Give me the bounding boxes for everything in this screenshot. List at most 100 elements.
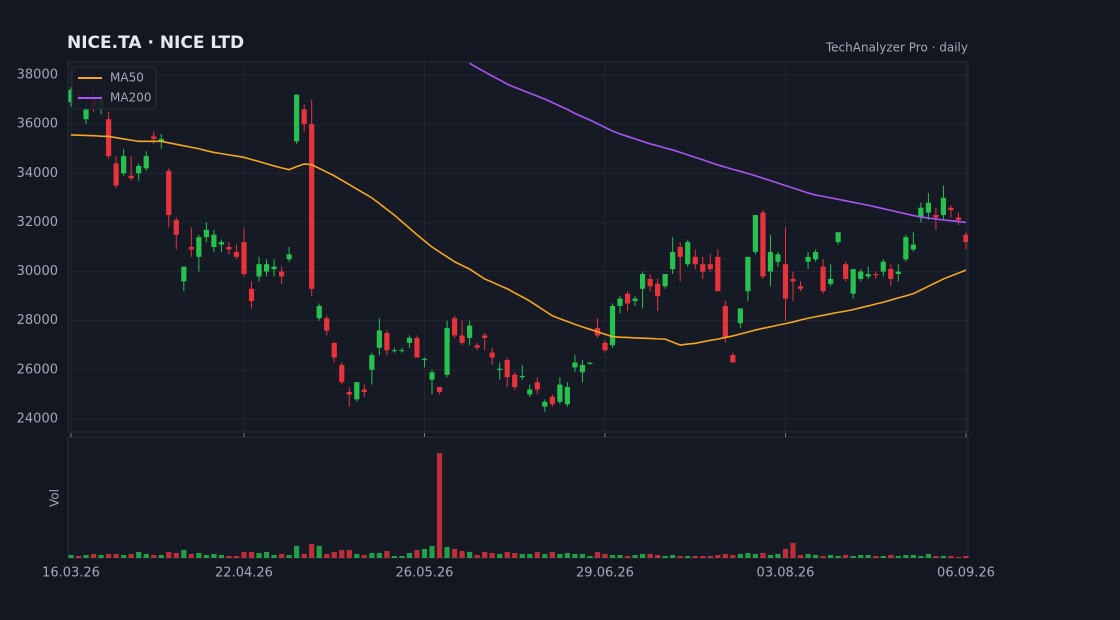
volume-bar bbox=[211, 553, 217, 558]
candle-body bbox=[632, 298, 638, 302]
volume-bar bbox=[421, 548, 428, 558]
candle-body bbox=[858, 271, 864, 279]
legend: MA50 MA200 bbox=[71, 66, 157, 110]
volume-bar bbox=[128, 553, 134, 558]
candle-body bbox=[722, 305, 728, 338]
candle-body bbox=[782, 264, 789, 299]
volume-bar bbox=[414, 549, 420, 558]
volume-bar bbox=[391, 555, 398, 558]
volume-bar bbox=[406, 552, 413, 558]
volume-bar bbox=[512, 552, 518, 558]
candle-body bbox=[895, 271, 901, 275]
volume-bar bbox=[346, 549, 352, 558]
volume-bar bbox=[579, 553, 586, 558]
volume-bar bbox=[542, 553, 548, 558]
volume-bar bbox=[271, 554, 277, 558]
volume-bar bbox=[151, 554, 157, 558]
candle-body bbox=[692, 256, 698, 265]
volume-bar bbox=[624, 555, 631, 558]
y-tick-label: 26000 bbox=[17, 362, 58, 377]
y-tick-label: 24000 bbox=[17, 411, 58, 426]
candle-body bbox=[316, 305, 322, 319]
volume-bar bbox=[459, 550, 465, 558]
candle-body bbox=[873, 274, 879, 276]
volume-bar bbox=[504, 551, 510, 558]
volume-bar bbox=[444, 546, 450, 558]
candle-body bbox=[113, 163, 119, 186]
candle-body bbox=[166, 170, 172, 216]
volume-bar bbox=[248, 551, 255, 558]
candle-body bbox=[301, 109, 307, 125]
candle-body bbox=[196, 237, 202, 257]
candle-body bbox=[602, 342, 608, 351]
candle-body bbox=[820, 266, 826, 292]
ma-line bbox=[469, 62, 967, 224]
volume-bar bbox=[286, 554, 292, 558]
candle-body bbox=[910, 244, 916, 250]
candle-body bbox=[136, 165, 142, 174]
volume-bar bbox=[376, 552, 382, 558]
y-tick-label: 32000 bbox=[17, 215, 58, 230]
chart-title: NICE.TA · NICE LTD bbox=[67, 33, 244, 53]
volume-bar bbox=[158, 554, 164, 558]
candle-body bbox=[241, 242, 247, 275]
volume-bar bbox=[865, 554, 871, 558]
candle-body bbox=[406, 337, 413, 343]
volume-panel bbox=[67, 436, 969, 559]
candle-body bbox=[880, 261, 886, 272]
volume-bar bbox=[519, 553, 525, 558]
volume-bar bbox=[429, 545, 435, 558]
candle-body bbox=[384, 332, 390, 351]
volume-bar bbox=[534, 551, 540, 558]
candle-body bbox=[233, 251, 240, 257]
volume-bar bbox=[812, 554, 819, 558]
volume-bar bbox=[722, 553, 728, 558]
candle-body bbox=[745, 256, 751, 292]
candle-body bbox=[256, 264, 262, 277]
candle-body bbox=[903, 237, 909, 260]
volume-bar bbox=[316, 545, 322, 558]
volume-bar bbox=[835, 555, 841, 558]
candle-body bbox=[173, 219, 179, 235]
candle-body bbox=[527, 389, 533, 395]
volume-bar bbox=[745, 552, 751, 558]
volume-bar bbox=[557, 553, 563, 558]
volume-bar bbox=[655, 554, 661, 558]
candle-body bbox=[278, 271, 285, 277]
volume-bar bbox=[489, 552, 495, 558]
volume-bar bbox=[233, 555, 240, 558]
x-tick-label: 22.04.26 bbox=[215, 566, 273, 581]
candle-body bbox=[812, 251, 819, 260]
candle-body bbox=[888, 269, 894, 279]
volume-bar bbox=[203, 554, 209, 558]
volume-bar bbox=[549, 551, 555, 558]
volume-bar bbox=[933, 555, 939, 558]
volume-bar bbox=[767, 554, 774, 558]
volume-bar bbox=[83, 554, 89, 558]
volume-bar bbox=[918, 555, 924, 558]
volume-bar bbox=[820, 555, 826, 558]
volume-bar bbox=[467, 551, 473, 558]
volume-bar bbox=[75, 555, 82, 558]
volume-bar bbox=[715, 554, 721, 558]
candle-body bbox=[451, 318, 458, 336]
candle-body bbox=[797, 286, 804, 289]
candle-body bbox=[421, 358, 428, 361]
candle-body bbox=[369, 355, 375, 370]
candle-body bbox=[587, 362, 593, 364]
candle-body bbox=[188, 247, 194, 250]
candle-body bbox=[391, 350, 398, 352]
volume-bar bbox=[880, 555, 886, 558]
candle-body bbox=[963, 234, 968, 243]
volume-bar bbox=[617, 554, 623, 558]
candle-body bbox=[624, 293, 631, 304]
volume-bar bbox=[572, 553, 578, 558]
volume-bar bbox=[647, 553, 653, 558]
volume-bar bbox=[181, 549, 187, 558]
volume-bar bbox=[730, 554, 736, 558]
volume-bar bbox=[309, 543, 315, 558]
candle-body bbox=[647, 278, 653, 287]
volume-bar bbox=[632, 554, 638, 558]
candle-body bbox=[346, 391, 352, 395]
